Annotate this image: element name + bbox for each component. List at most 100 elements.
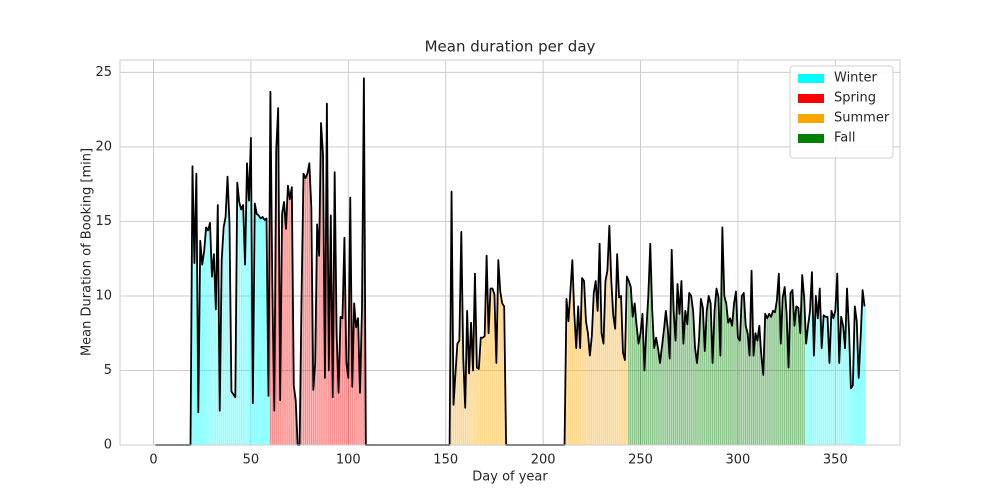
bar <box>776 300 778 445</box>
bar <box>304 178 307 446</box>
bar <box>850 388 852 445</box>
bar <box>863 306 866 445</box>
bar <box>741 295 743 445</box>
bar <box>694 348 696 445</box>
bar <box>657 348 659 445</box>
bar <box>460 231 463 445</box>
bar <box>269 91 272 445</box>
bar <box>331 397 334 445</box>
bar <box>314 363 316 445</box>
bar <box>347 377 350 445</box>
bar <box>501 303 503 445</box>
bar <box>234 397 237 445</box>
bar <box>456 343 459 445</box>
bar <box>450 191 453 445</box>
y-axis-label: Mean Duration of Booking [min] <box>80 148 95 356</box>
bar <box>289 199 291 445</box>
bar <box>756 340 759 445</box>
bar <box>497 260 500 445</box>
bar <box>238 202 240 445</box>
bar <box>680 281 683 445</box>
bar <box>205 227 207 445</box>
bar <box>470 322 472 445</box>
bar <box>622 352 624 445</box>
bar <box>774 312 776 445</box>
x-tick-label: 0 <box>149 453 157 468</box>
grid: 0 50 100 150 200 250 300 350 0 5 10 15 20 25 <box>95 60 900 468</box>
bar <box>840 316 842 445</box>
bar <box>598 243 601 445</box>
bar <box>320 123 322 446</box>
bar <box>363 78 365 445</box>
bar <box>300 295 303 445</box>
bar <box>641 313 644 445</box>
bar <box>727 322 729 445</box>
bar <box>294 400 297 445</box>
bar <box>813 355 815 445</box>
bar <box>707 295 710 445</box>
bar <box>267 395 270 445</box>
bar <box>772 310 774 445</box>
bar <box>797 307 800 445</box>
bar <box>614 328 616 445</box>
bar <box>785 313 788 445</box>
bar <box>655 337 657 445</box>
bar <box>246 163 248 446</box>
bar <box>651 310 653 445</box>
bar <box>717 297 720 445</box>
bar <box>604 281 607 445</box>
bar <box>628 281 630 445</box>
bar <box>620 295 622 445</box>
bar <box>817 318 819 445</box>
bar <box>828 363 831 445</box>
bar <box>215 309 217 445</box>
bar <box>310 206 313 445</box>
bar <box>481 337 484 445</box>
bar <box>273 410 276 445</box>
bar <box>333 172 336 445</box>
bar <box>688 292 690 445</box>
bar <box>285 228 287 445</box>
bar <box>355 327 357 445</box>
bar <box>573 313 576 445</box>
bar <box>571 260 574 445</box>
bar <box>610 281 613 445</box>
bar <box>577 306 579 445</box>
bar <box>725 303 728 445</box>
y-tick-label: 5 <box>104 363 112 378</box>
bar <box>630 287 632 445</box>
bar <box>719 355 722 445</box>
bar <box>626 276 628 445</box>
bar <box>649 243 652 445</box>
legend-label: Winter <box>834 71 878 86</box>
bar <box>612 315 615 445</box>
bar <box>230 391 233 445</box>
bar <box>746 333 749 445</box>
bar <box>330 215 332 445</box>
bar <box>495 363 498 445</box>
legend-swatch <box>798 94 824 103</box>
bar <box>748 355 751 445</box>
bar <box>661 346 663 445</box>
legend-label: Summer <box>834 111 890 126</box>
bar <box>606 270 609 445</box>
bar <box>709 303 712 445</box>
bar <box>805 343 807 445</box>
x-axis-label: Day of year <box>472 470 548 485</box>
bar <box>213 254 215 445</box>
bar <box>861 289 864 445</box>
bar <box>589 355 591 445</box>
bar <box>226 176 229 445</box>
x-tick-label: 250 <box>628 453 653 468</box>
bar <box>312 389 315 445</box>
bar <box>279 400 281 445</box>
x-tick-label: 50 <box>243 453 260 468</box>
bar <box>308 163 311 446</box>
bar <box>197 412 200 445</box>
bar <box>815 295 817 445</box>
bar <box>579 348 581 445</box>
bar <box>729 318 731 445</box>
bar <box>795 306 798 445</box>
x-tick-label: 150 <box>433 453 458 468</box>
